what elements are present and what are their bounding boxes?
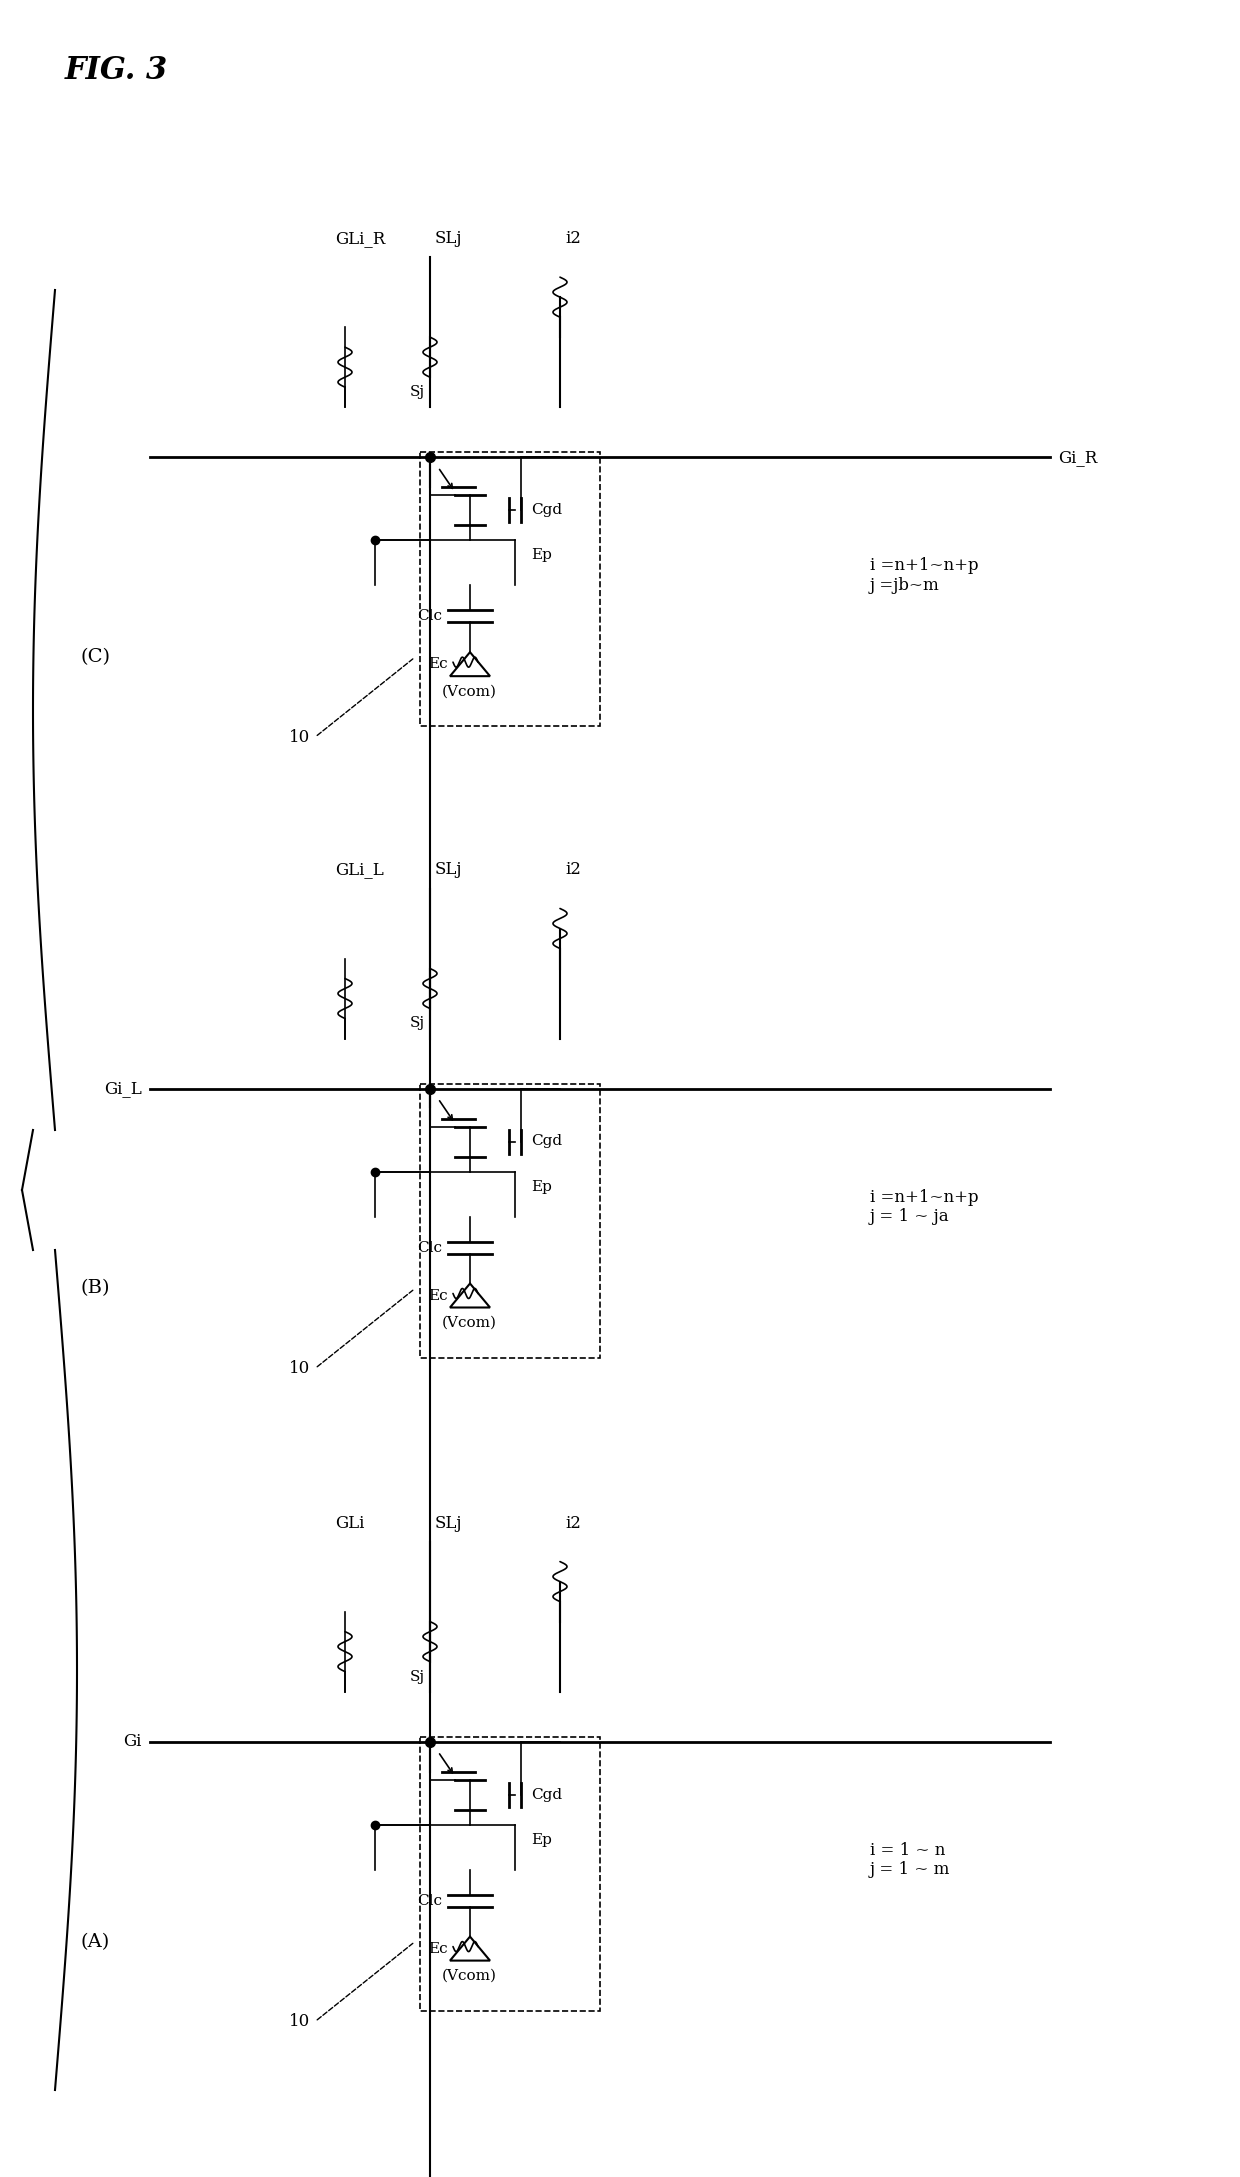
- Text: GLi: GLi: [335, 1515, 365, 1533]
- Text: SLj: SLj: [435, 862, 463, 880]
- Text: (Vcom): (Vcom): [441, 1968, 497, 1983]
- Text: Sj: Sj: [410, 1670, 425, 1683]
- Text: i2: i2: [565, 231, 580, 248]
- Text: (A): (A): [81, 1933, 109, 1951]
- Text: Cgd: Cgd: [531, 1787, 562, 1803]
- Text: Gi: Gi: [124, 1733, 143, 1750]
- Text: Clc: Clc: [417, 1894, 441, 1907]
- Text: Gi_L: Gi_L: [104, 1080, 143, 1097]
- Text: Ep: Ep: [531, 549, 552, 562]
- Text: Clc: Clc: [417, 610, 441, 623]
- Text: GLi_L: GLi_L: [335, 862, 383, 880]
- Text: Clc: Clc: [417, 1241, 441, 1254]
- Text: Sj: Sj: [410, 385, 425, 398]
- Text: Sj: Sj: [410, 1017, 425, 1030]
- Text: Cgd: Cgd: [531, 1134, 562, 1149]
- Text: Ec: Ec: [428, 1289, 448, 1302]
- Text: SLj: SLj: [435, 231, 463, 248]
- Text: i2: i2: [565, 862, 580, 880]
- Text: Ec: Ec: [428, 657, 448, 671]
- Text: Ec: Ec: [428, 1942, 448, 1955]
- Text: (Vcom): (Vcom): [441, 1315, 497, 1330]
- Text: 10: 10: [289, 1361, 310, 1378]
- Text: (C): (C): [81, 649, 110, 666]
- Text: i = 1 ~ n
j = 1 ~ m: i = 1 ~ n j = 1 ~ m: [870, 1842, 950, 1879]
- Text: Ep: Ep: [531, 1833, 552, 1846]
- Text: (B): (B): [81, 1280, 109, 1297]
- Text: 10: 10: [289, 729, 310, 747]
- Text: Gi_R: Gi_R: [1058, 448, 1097, 466]
- Text: (Vcom): (Vcom): [441, 684, 497, 699]
- Text: 10: 10: [289, 2014, 310, 2031]
- Text: i =n+1~n+p
j = 1 ~ ja: i =n+1~n+p j = 1 ~ ja: [870, 1189, 978, 1226]
- Text: Ep: Ep: [531, 1180, 552, 1193]
- Text: i =n+1~n+p
j =jb~m: i =n+1~n+p j =jb~m: [870, 557, 978, 594]
- Text: FIG. 3: FIG. 3: [64, 54, 169, 87]
- Text: i2: i2: [565, 1515, 580, 1533]
- Text: GLi_R: GLi_R: [335, 231, 386, 248]
- Text: Cgd: Cgd: [531, 503, 562, 518]
- Text: SLj: SLj: [435, 1515, 463, 1533]
